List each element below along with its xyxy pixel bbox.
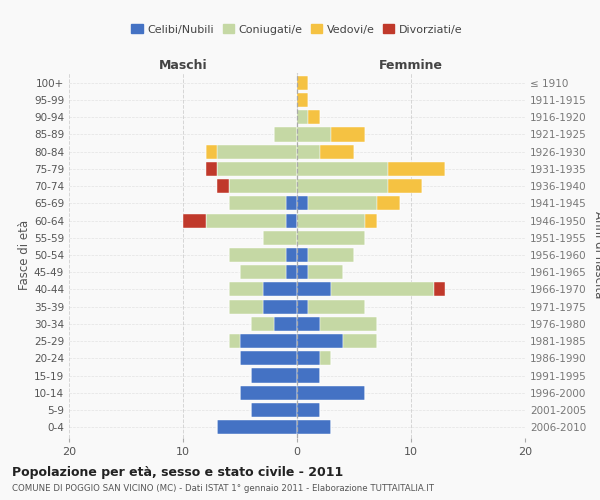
Bar	[377, 196, 400, 210]
Bar	[297, 162, 388, 176]
Bar	[286, 265, 297, 280]
Bar	[308, 248, 354, 262]
Bar	[297, 351, 320, 366]
Bar	[263, 230, 297, 245]
Bar	[240, 351, 297, 366]
Bar	[286, 248, 297, 262]
Bar	[229, 248, 286, 262]
Bar	[240, 265, 286, 280]
Bar	[320, 144, 354, 159]
Bar	[240, 334, 297, 348]
Text: COMUNE DI POGGIO SAN VICINO (MC) - Dati ISTAT 1° gennaio 2011 - Elaborazione TUT: COMUNE DI POGGIO SAN VICINO (MC) - Dati …	[12, 484, 434, 493]
Text: Popolazione per età, sesso e stato civile - 2011: Popolazione per età, sesso e stato civil…	[12, 466, 343, 479]
Bar	[217, 179, 229, 193]
Bar	[206, 162, 217, 176]
Bar	[229, 334, 240, 348]
Bar	[206, 214, 286, 228]
Bar	[251, 403, 297, 417]
Bar	[297, 265, 308, 280]
Bar	[388, 162, 445, 176]
Bar	[297, 144, 320, 159]
Bar	[308, 110, 320, 124]
Bar	[263, 282, 297, 296]
Bar	[229, 196, 286, 210]
Bar	[297, 420, 331, 434]
Bar	[297, 368, 320, 382]
Bar	[297, 110, 308, 124]
Bar	[286, 214, 297, 228]
Bar	[229, 300, 263, 314]
Bar	[308, 300, 365, 314]
Bar	[331, 282, 434, 296]
Bar	[286, 196, 297, 210]
Bar	[297, 128, 331, 141]
Bar	[331, 128, 365, 141]
Bar	[297, 300, 308, 314]
Bar	[343, 334, 377, 348]
Y-axis label: Anni di nascita: Anni di nascita	[592, 212, 600, 298]
Bar	[308, 265, 343, 280]
Bar	[217, 162, 297, 176]
Bar	[217, 420, 297, 434]
Bar	[297, 214, 365, 228]
Text: Maschi: Maschi	[158, 58, 208, 71]
Text: Femmine: Femmine	[379, 58, 443, 71]
Bar	[297, 76, 308, 90]
Bar	[365, 214, 377, 228]
Bar	[297, 334, 343, 348]
Bar	[251, 368, 297, 382]
Bar	[434, 282, 445, 296]
Bar	[206, 144, 217, 159]
Bar	[297, 386, 365, 400]
Bar	[297, 230, 365, 245]
Legend: Celibi/Nubili, Coniugati/e, Vedovi/e, Divorziati/e: Celibi/Nubili, Coniugati/e, Vedovi/e, Di…	[127, 20, 467, 39]
Bar	[229, 282, 263, 296]
Bar	[297, 93, 308, 107]
Bar	[297, 196, 308, 210]
Bar	[297, 282, 331, 296]
Bar	[297, 179, 388, 193]
Bar	[320, 351, 331, 366]
Bar	[297, 317, 320, 331]
Bar	[240, 386, 297, 400]
Bar	[274, 128, 297, 141]
Bar	[183, 214, 206, 228]
Bar	[274, 317, 297, 331]
Y-axis label: Fasce di età: Fasce di età	[18, 220, 31, 290]
Bar	[217, 144, 297, 159]
Bar	[308, 196, 377, 210]
Bar	[251, 317, 274, 331]
Bar	[263, 300, 297, 314]
Bar	[297, 403, 320, 417]
Bar	[388, 179, 422, 193]
Bar	[297, 248, 308, 262]
Bar	[320, 317, 377, 331]
Bar	[229, 179, 297, 193]
